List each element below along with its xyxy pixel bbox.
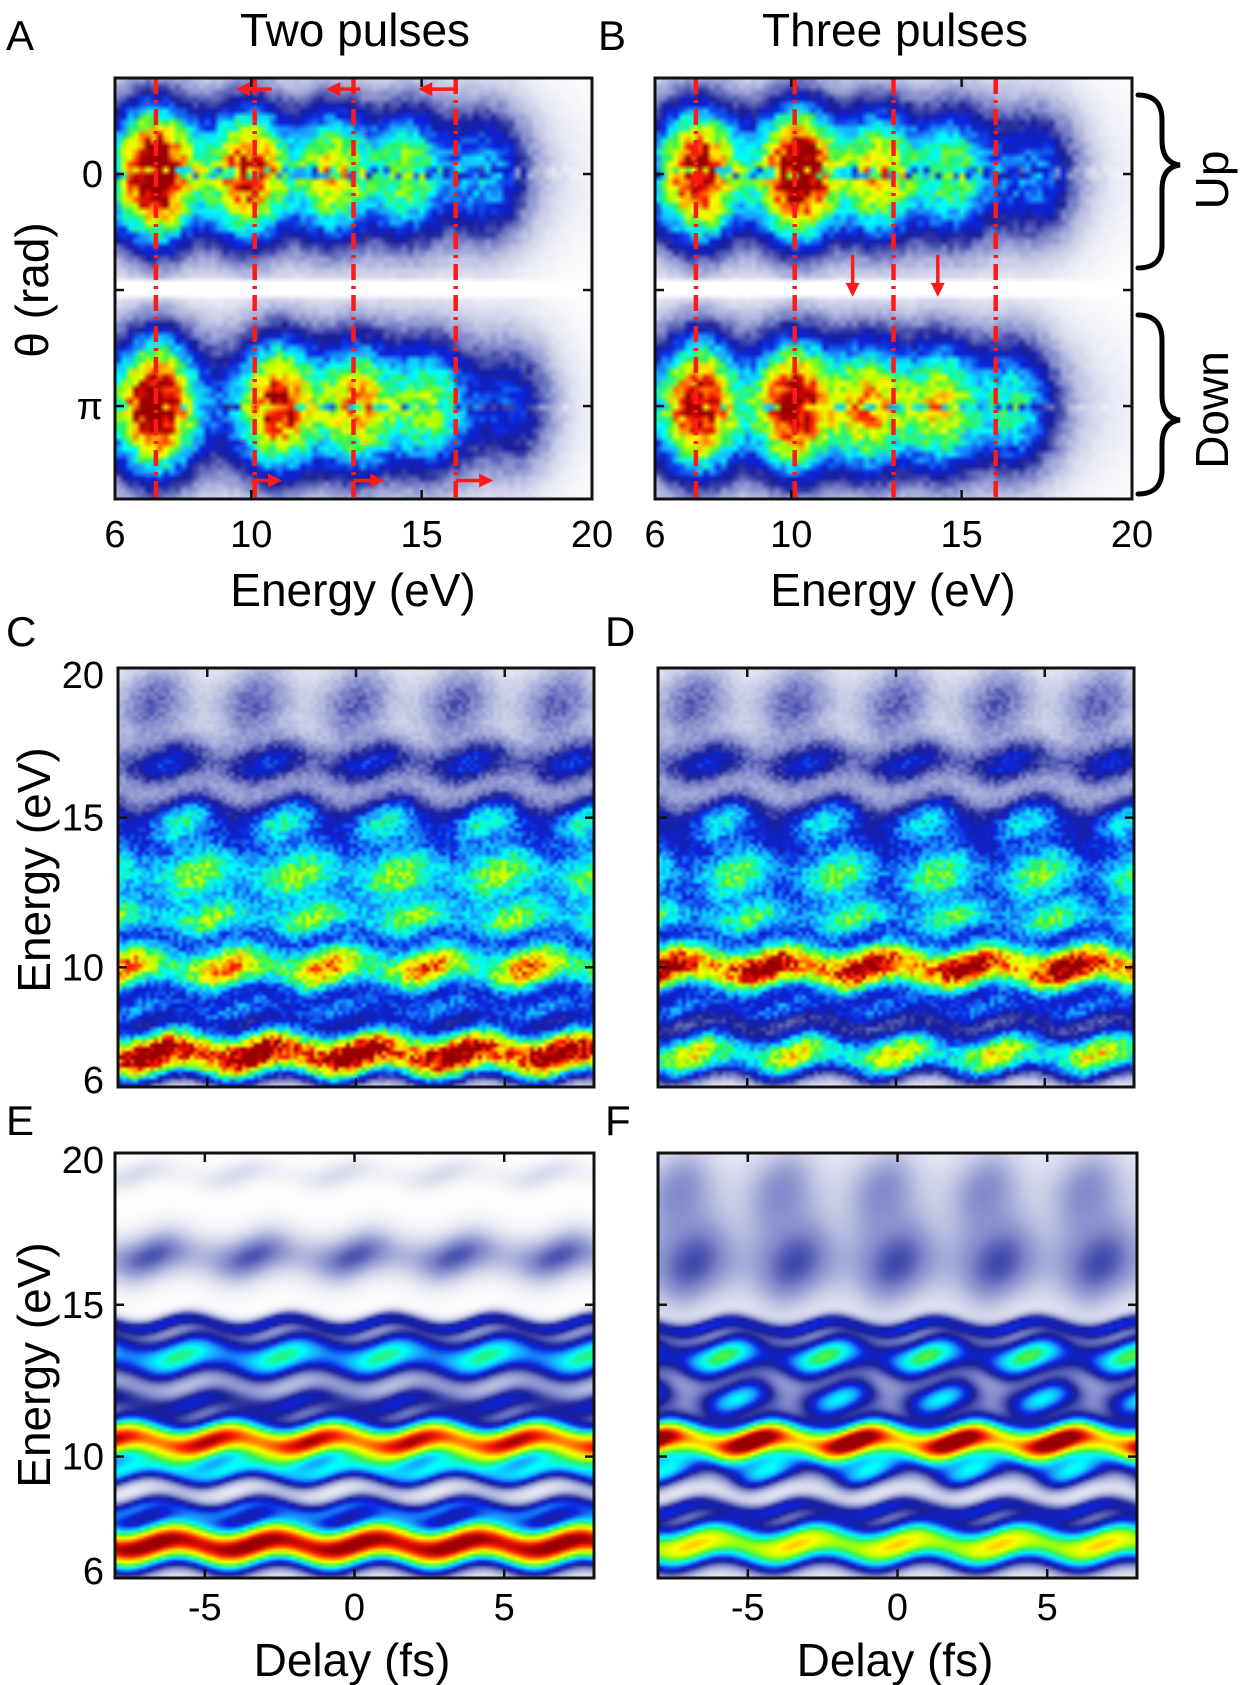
panel-E-ytick-10: 10	[62, 1437, 104, 1479]
panel-A-arrowhead-2	[418, 82, 433, 97]
panel-B-down-arrowhead-1	[930, 282, 945, 297]
panel-B-markers	[693, 78, 998, 499]
panel-E: E -5 0 5 6 10 15 20 Delay (fs) Energy (e…	[6, 1097, 596, 1685]
panel-E-ylabel: Energy (eV)	[8, 1242, 60, 1487]
panel-C-ytick-15: 15	[62, 798, 104, 840]
panel-B-xtick-15: 15	[941, 514, 983, 556]
panel-A-xtick-20: 20	[571, 514, 613, 556]
panel-letter-E: E	[6, 1097, 34, 1144]
panel-B: B Three pulses 6 10 15 20 Energy (eV) Up…	[598, 4, 1238, 616]
panel-F-heatmap	[658, 1153, 1137, 1578]
panel-C-ytick-20: 20	[62, 655, 104, 697]
panel-A-arrowhead-3	[267, 473, 282, 488]
panel-A-xtick-10: 10	[230, 514, 272, 556]
panel-A-ytick-pi: π	[77, 386, 103, 428]
panel-E-heatmap	[115, 1153, 594, 1578]
panel-D-ticks	[658, 666, 1134, 1089]
panel-C-ylabel: Energy (eV)	[8, 747, 60, 992]
panel-B-xtick-20: 20	[1111, 514, 1153, 556]
panel-letter-B: B	[598, 12, 626, 59]
panel-E-xtick-neg5: -5	[188, 1587, 222, 1629]
panel-E-xtick-0: 0	[344, 1587, 365, 1629]
panel-D: D	[605, 608, 1136, 1089]
panel-C-ticks	[118, 666, 594, 1089]
panel-A-title: Two pulses	[240, 4, 470, 56]
brace-down	[1135, 312, 1181, 497]
panel-A: A Two pulses 6 10 15 20 0 π Energy (eV) …	[6, 4, 613, 616]
panel-letter-A: A	[6, 12, 34, 59]
panel-C: C 6 10 15 20 Energy (eV)	[6, 608, 596, 1102]
panel-C-heatmap	[118, 668, 594, 1087]
panel-F-xtick-0: 0	[887, 1587, 908, 1629]
panel-F-xlabel: Delay (fs)	[797, 1634, 994, 1685]
panel-C-ytick-6: 6	[83, 1060, 104, 1102]
panel-F-ticks	[658, 1151, 1137, 1580]
panel-C-ytick-10: 10	[62, 947, 104, 989]
panel-B-xlabel: Energy (eV)	[770, 564, 1015, 616]
panel-A-markers	[153, 78, 494, 499]
brace-up	[1135, 92, 1181, 271]
panel-letter-C: C	[6, 608, 36, 655]
panel-B-frame	[653, 76, 1134, 501]
panel-A-xtick-15: 15	[401, 514, 443, 556]
brace-label-up: Up	[1186, 151, 1238, 210]
panel-A-ytick-0: 0	[82, 154, 103, 196]
panel-E-ticks	[115, 1151, 594, 1580]
panel-A-arrowhead-1	[326, 82, 341, 97]
panel-A-frame	[113, 76, 594, 501]
panel-F: F -5 0 5 Delay (fs)	[605, 1097, 1139, 1685]
panel-B-xtick-6: 6	[644, 514, 665, 556]
panel-A-xlabel: Energy (eV)	[230, 564, 475, 616]
panel-A-arrowhead-4	[370, 473, 385, 488]
brace-label-down: Down	[1186, 351, 1238, 469]
panel-B-title: Three pulses	[762, 4, 1028, 56]
panel-letter-F: F	[605, 1097, 631, 1144]
panel-E-ytick-20: 20	[62, 1140, 104, 1182]
panel-B-ticks	[653, 78, 1134, 499]
panel-F-xtick-5: 5	[1037, 1587, 1058, 1629]
panel-E-ytick-15: 15	[62, 1285, 104, 1327]
panel-A-xtick-6: 6	[104, 514, 125, 556]
panel-A-arrowhead-0	[235, 82, 250, 97]
panel-letter-D: D	[605, 608, 635, 655]
panel-D-heatmap	[658, 668, 1134, 1087]
panel-A-arrowhead-5	[479, 473, 494, 488]
panel-B-down-arrowhead-0	[845, 282, 860, 297]
panel-A-ticks	[113, 78, 594, 499]
panel-F-xtick-neg5: -5	[731, 1587, 765, 1629]
panel-E-xlabel: Delay (fs)	[254, 1634, 451, 1685]
panel-B-xtick-10: 10	[770, 514, 812, 556]
panel-E-xtick-5: 5	[494, 1587, 515, 1629]
panel-A-ylabel: θ (rad)	[6, 222, 58, 357]
panel-E-ytick-6: 6	[83, 1551, 104, 1593]
